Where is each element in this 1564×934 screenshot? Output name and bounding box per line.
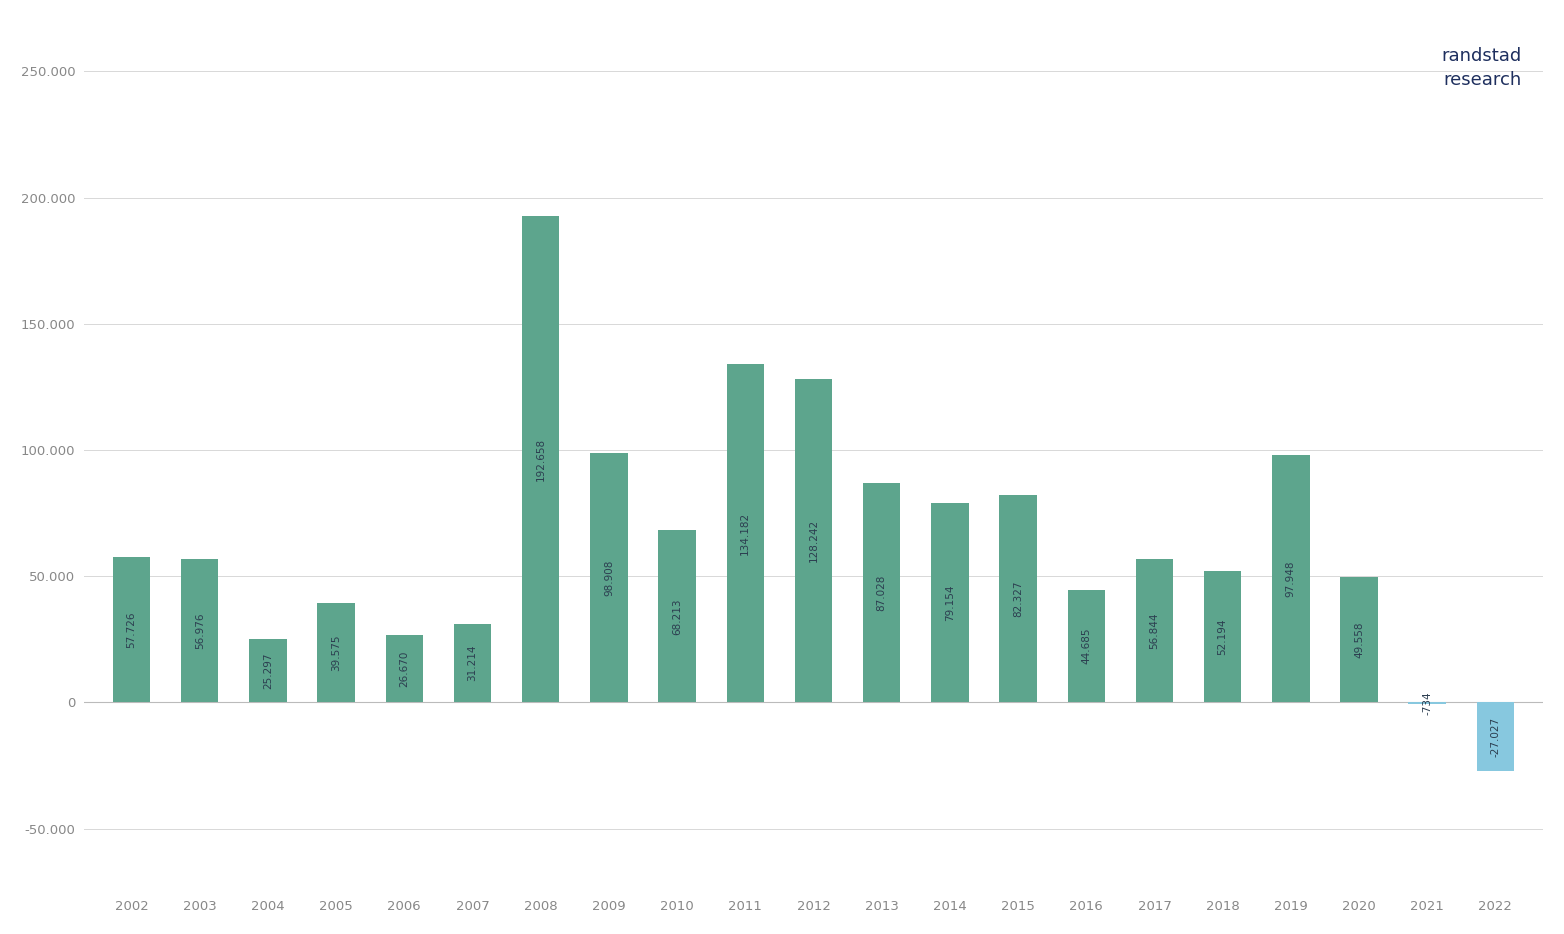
- Text: randstad
research: randstad research: [1440, 47, 1522, 89]
- Text: 56.844: 56.844: [1150, 613, 1159, 649]
- Bar: [317, 602, 355, 702]
- Text: 87.028: 87.028: [877, 574, 887, 611]
- Text: -734: -734: [1422, 691, 1433, 715]
- Bar: [795, 378, 832, 702]
- Text: 97.948: 97.948: [1286, 560, 1297, 597]
- Text: 68.213: 68.213: [673, 598, 682, 634]
- Bar: [386, 635, 424, 702]
- Text: 128.242: 128.242: [809, 519, 818, 562]
- Text: 192.658: 192.658: [536, 438, 546, 481]
- Bar: [1476, 702, 1514, 771]
- Text: 57.726: 57.726: [127, 612, 136, 648]
- Bar: [658, 531, 696, 702]
- Bar: [1272, 455, 1309, 702]
- Text: 134.182: 134.182: [740, 512, 751, 555]
- Text: 26.670: 26.670: [399, 651, 410, 687]
- Text: 49.558: 49.558: [1354, 622, 1364, 658]
- Bar: [1135, 559, 1173, 702]
- Bar: [454, 624, 491, 702]
- Bar: [522, 216, 560, 702]
- Bar: [863, 483, 901, 702]
- Bar: [1068, 589, 1106, 702]
- Bar: [727, 363, 765, 702]
- Text: 79.154: 79.154: [945, 585, 956, 621]
- Bar: [999, 495, 1037, 702]
- Text: 39.575: 39.575: [332, 634, 341, 671]
- Text: 52.194: 52.194: [1218, 618, 1228, 655]
- Bar: [931, 502, 968, 702]
- Text: -27.027: -27.027: [1490, 716, 1500, 757]
- Bar: [181, 559, 219, 702]
- Bar: [1340, 577, 1378, 702]
- Bar: [113, 557, 150, 702]
- Text: 56.976: 56.976: [196, 613, 205, 649]
- Bar: [249, 639, 286, 702]
- Text: 82.327: 82.327: [1013, 580, 1023, 616]
- Text: 44.685: 44.685: [1081, 628, 1092, 664]
- Text: 98.908: 98.908: [604, 559, 615, 596]
- Bar: [590, 453, 627, 702]
- Bar: [1204, 571, 1242, 702]
- Text: 31.214: 31.214: [468, 644, 477, 681]
- Text: 25.297: 25.297: [263, 652, 274, 688]
- Bar: [1409, 702, 1447, 704]
